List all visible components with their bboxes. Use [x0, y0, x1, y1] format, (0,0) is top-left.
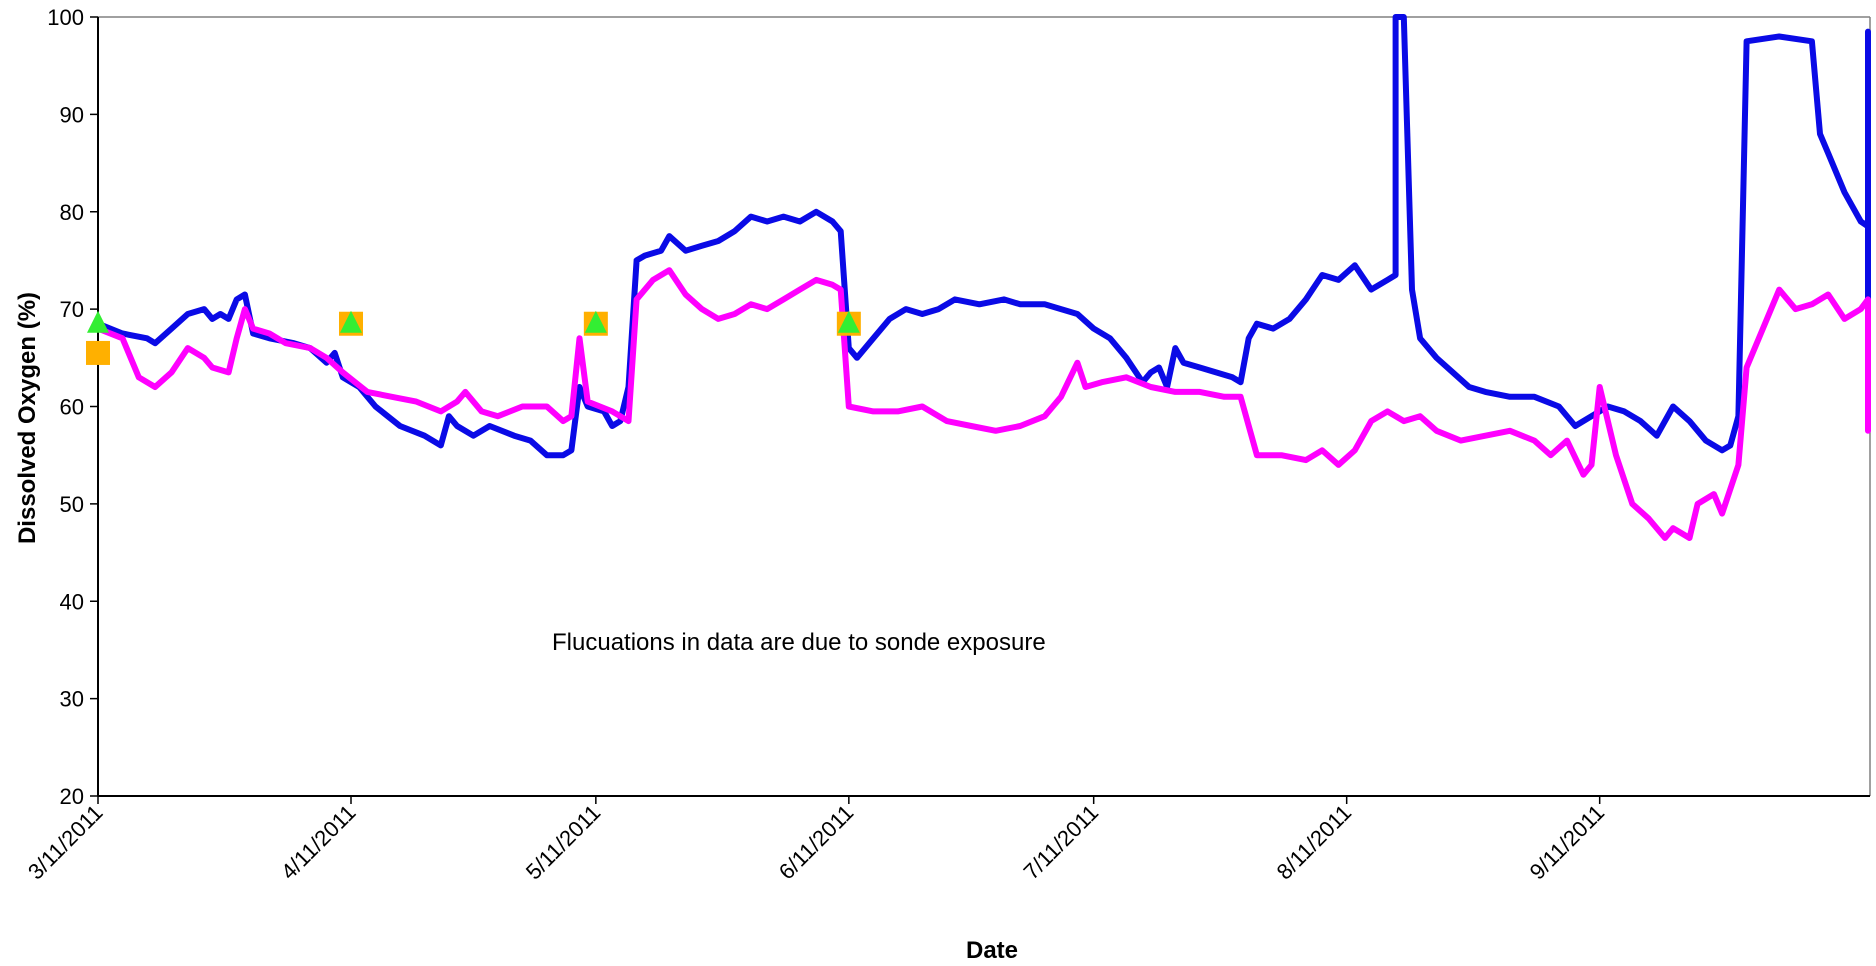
x-tick-label: 8/11/2011 — [1272, 800, 1357, 885]
triangle-marker — [87, 310, 109, 333]
x-axis-ticks: 3/11/2011 4/11/2011 5/11/2011 6/11/2011 7/11… — [23, 796, 1609, 884]
x-tick-label: 6/11/2011 — [774, 800, 859, 885]
annotation-text: Flucuations in data are due to sonde exp… — [552, 629, 1046, 656]
y-axis-title: Dissolved Oxygen (%) — [14, 292, 41, 544]
y-tick-label: 30 — [60, 687, 84, 712]
y-tick-label: 100 — [47, 5, 84, 30]
y-tick-label: 60 — [60, 395, 84, 420]
triangle-marker — [584, 310, 607, 333]
x-axis-title: Date — [966, 937, 1018, 964]
square-marker — [86, 340, 110, 365]
y-axis-ticks: 20 30 40 50 60 70 80 90 100 — [47, 5, 98, 809]
marker-layer — [86, 310, 861, 365]
x-tick-label: 4/11/2011 — [276, 800, 361, 885]
series-line-1 — [95, 267, 1871, 541]
series-layer — [95, 14, 1871, 541]
y-tick-label: 20 — [60, 784, 84, 809]
x-tick-label: 3/11/2011 — [23, 800, 108, 885]
series-line-0 — [95, 14, 1871, 459]
y-tick-label: 80 — [60, 200, 84, 225]
x-tick-label: 7/11/2011 — [1019, 800, 1104, 885]
x-tick-label: 5/11/2011 — [521, 800, 606, 885]
y-tick-label: 90 — [60, 102, 84, 127]
y-tick-label: 70 — [60, 297, 84, 322]
y-tick-label: 50 — [60, 492, 84, 517]
x-tick-label: 9/11/2011 — [1525, 800, 1610, 885]
triangle-marker — [837, 310, 860, 333]
triangle-marker — [340, 310, 362, 333]
y-tick-label: 40 — [60, 589, 84, 614]
